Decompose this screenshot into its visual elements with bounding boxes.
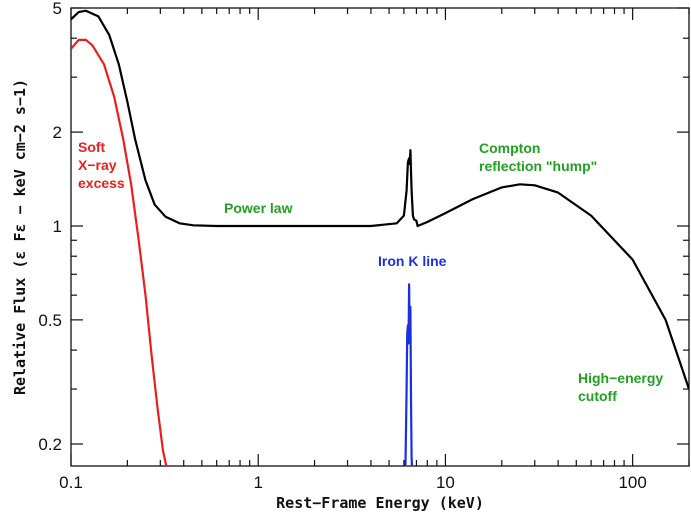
annotation-line: excess <box>78 175 125 191</box>
annotation-cutoff: High−energy cutoff <box>578 370 663 404</box>
x-tick-label: 10 <box>436 473 455 492</box>
y-axis-title: Relative Flux (ε Fε − keV cm−2 s−1) <box>11 79 29 395</box>
annotation-iron: Iron K line <box>378 253 447 269</box>
x-tick-label: 0.1 <box>59 473 83 492</box>
annotation-line: reflection "hump" <box>479 158 597 174</box>
annotation-line: cutoff <box>578 388 617 404</box>
y-tick-label: 1 <box>53 217 62 236</box>
y-tick-label: 0.5 <box>38 311 62 330</box>
plot-frame <box>70 7 690 467</box>
annotation-soft: Soft X−ray excess <box>78 139 125 191</box>
annotation-line: High−energy <box>578 370 663 386</box>
x-axis-title: Rest−Frame Energy (keV) <box>276 494 484 512</box>
series-line-iron-line <box>404 283 414 466</box>
annotation-line: Power law <box>224 200 293 216</box>
annotation-line: Soft <box>78 139 106 155</box>
series-line-total <box>71 9 689 390</box>
x-tick-label: 100 <box>618 473 646 492</box>
y-tick-label: 2 <box>53 123 62 142</box>
annotation-compton: Compton reflection "hump" <box>479 140 597 174</box>
y-tick-label: 0.2 <box>38 435 62 454</box>
series-line-soft-excess <box>71 38 168 466</box>
annotation-powerlaw: Power law <box>224 200 293 216</box>
y-tick-label: 5 <box>53 0 62 18</box>
annotation-line: Iron K line <box>378 253 447 269</box>
annotation-line: X−ray <box>78 157 117 173</box>
annotation-line: Compton <box>479 140 540 156</box>
x-tick-label: 1 <box>253 473 262 492</box>
